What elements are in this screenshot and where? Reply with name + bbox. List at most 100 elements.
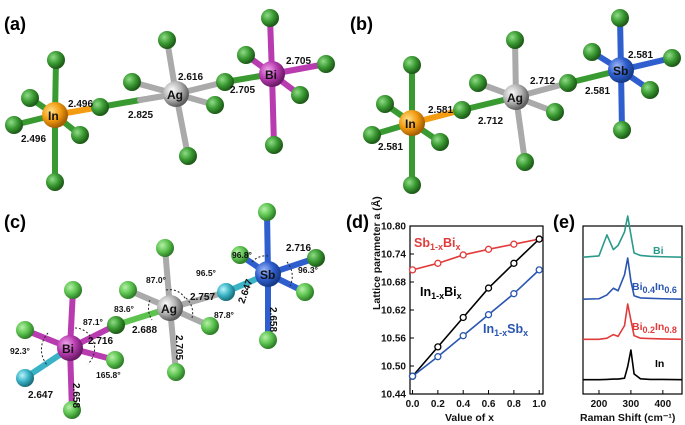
bond-length: 2.716 bbox=[286, 243, 311, 254]
y-tick-label: 10.74 bbox=[381, 250, 406, 261]
bond-length: 2.496 bbox=[21, 134, 46, 145]
bond-length: 2.616 bbox=[178, 72, 203, 83]
series-label-bi: Bi bbox=[444, 285, 457, 299]
in-atom bbox=[399, 110, 425, 136]
series-label-in: In bbox=[483, 322, 494, 336]
series-label-sb1-xbix: Sb1-xBix bbox=[414, 236, 461, 252]
cl-atom bbox=[216, 73, 234, 91]
d-axis-ticks: 10.44 10.50 10.56 10.62 10.68 10.74 10.80 0.0 0.… bbox=[381, 222, 547, 411]
angle-label: 96.3° bbox=[298, 265, 319, 275]
bi-atom bbox=[57, 335, 83, 361]
bond-length: 2.581 bbox=[628, 50, 653, 61]
series-line-In1-xSbx bbox=[412, 269, 540, 377]
data-point bbox=[510, 259, 518, 267]
series-label-in: In bbox=[420, 285, 431, 299]
series-label-sub: 1-x bbox=[431, 291, 444, 301]
panel-c-label: (c) bbox=[4, 212, 26, 232]
ag-atom bbox=[157, 295, 183, 321]
bond-length: 2.581 bbox=[585, 86, 610, 97]
data-point bbox=[434, 259, 442, 267]
data-point bbox=[434, 353, 442, 361]
angle-label: 87.1° bbox=[83, 317, 104, 327]
data-point bbox=[484, 245, 493, 253]
data-point bbox=[535, 266, 543, 274]
in-atom-label: In bbox=[405, 117, 416, 131]
bond-length: 2.705 bbox=[230, 85, 255, 96]
series-label-sub: x bbox=[456, 242, 461, 252]
in-atom bbox=[42, 102, 68, 128]
cl-atom bbox=[47, 51, 65, 69]
cl-atom bbox=[21, 89, 39, 107]
panel-b-atoms bbox=[363, 9, 681, 194]
bond-length: 2.825 bbox=[128, 110, 153, 121]
cl-atom bbox=[5, 116, 23, 134]
series-label-sub: 1-x bbox=[430, 242, 443, 252]
data-point bbox=[535, 235, 543, 243]
bond-length: 2.716 bbox=[88, 336, 113, 347]
panel-b: (b) bbox=[350, 9, 681, 194]
bi-atom bbox=[259, 61, 285, 87]
cl-atom bbox=[71, 126, 89, 144]
data-point bbox=[459, 251, 467, 259]
panel-a: (a) bbox=[4, 9, 335, 191]
raman-label-bi02in08: Bi0.2In0.8 bbox=[632, 321, 677, 335]
data-point bbox=[434, 343, 442, 351]
series-label-sb: Sb bbox=[507, 322, 523, 336]
cl-atom bbox=[91, 98, 109, 116]
e-xlabel: Raman Shift (cm⁻¹) bbox=[580, 412, 675, 424]
plot-frame-e bbox=[582, 225, 683, 395]
raman-label-bi: Bi bbox=[653, 245, 664, 257]
spectrum-Bi0.2In0.8 bbox=[583, 303, 683, 341]
ag-atom-label: Ag bbox=[507, 91, 523, 105]
bond-length: 2.688 bbox=[132, 325, 157, 336]
bond-length: 2.705 bbox=[173, 335, 184, 360]
spectrum-Bi0.4In0.6 bbox=[582, 257, 683, 300]
angle-label: 96.8° bbox=[232, 250, 253, 260]
panel-e-label: (e) bbox=[553, 212, 575, 232]
cl-atom bbox=[317, 55, 335, 73]
x-tick-label: 1.0 bbox=[532, 399, 546, 410]
data-point bbox=[459, 313, 467, 322]
angle-label: 92.3° bbox=[10, 346, 31, 356]
bond-length: 2.658 bbox=[70, 383, 81, 408]
bond-length: 2.581 bbox=[428, 105, 453, 116]
ag-atom bbox=[163, 81, 189, 107]
d-xlabel: Value of x bbox=[445, 412, 494, 424]
data-point bbox=[408, 372, 417, 380]
cl-atom bbox=[237, 46, 255, 64]
data-point bbox=[408, 266, 417, 274]
bond-length: 2.658 bbox=[267, 307, 278, 332]
bond-length: 2.705 bbox=[286, 56, 311, 67]
y-tick-label: 10.68 bbox=[381, 278, 406, 289]
bi-atom-label: Bi bbox=[62, 342, 74, 356]
in-atom-label: In bbox=[48, 109, 59, 123]
bond-length: 2.647 bbox=[237, 277, 256, 305]
bond-length: 2.581 bbox=[378, 142, 403, 153]
d-ylabel: Lattice parameter a (Å) bbox=[370, 196, 383, 310]
bond-length: 2.647 bbox=[28, 390, 53, 401]
panel-c: (c) bbox=[4, 203, 325, 419]
angle-label: 165.8° bbox=[96, 370, 121, 380]
panel-a-label: (a) bbox=[4, 14, 26, 34]
x-tick-label: 300 bbox=[623, 399, 640, 410]
angle-arcs bbox=[41, 255, 293, 367]
cl-atom bbox=[261, 9, 279, 27]
cl-atom bbox=[123, 73, 141, 91]
sb-atom bbox=[255, 261, 281, 287]
series-label-bi: Bi bbox=[443, 236, 456, 250]
data-point bbox=[459, 332, 467, 340]
sb-atom-label: Sb bbox=[260, 268, 275, 282]
angle-label: 96.5° bbox=[196, 268, 217, 278]
series-line-Sb1-xBix bbox=[412, 238, 540, 271]
cl-atom bbox=[206, 96, 224, 114]
raman-label-bi04in06: Bi0.4In0.6 bbox=[632, 281, 677, 295]
br-atom bbox=[217, 283, 235, 301]
x-tick-label: 0.2 bbox=[431, 399, 445, 410]
y-tick-label: 10.44 bbox=[381, 390, 406, 401]
spectrum-In bbox=[583, 349, 683, 381]
x-tick-label: 400 bbox=[654, 399, 671, 410]
ag-atom bbox=[503, 84, 529, 110]
e-series-group bbox=[582, 215, 683, 381]
raman-label-in: In bbox=[655, 358, 664, 370]
data-point bbox=[510, 290, 518, 298]
